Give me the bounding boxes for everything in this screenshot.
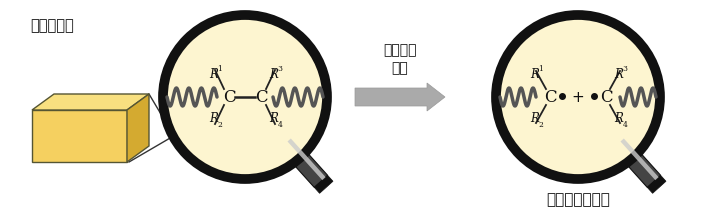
Text: +: + xyxy=(572,91,584,106)
Text: R: R xyxy=(270,112,278,126)
Text: 3: 3 xyxy=(278,65,283,73)
Polygon shape xyxy=(288,138,326,180)
Circle shape xyxy=(163,15,327,179)
Text: メカノラジカル: メカノラジカル xyxy=(546,192,610,207)
Text: R: R xyxy=(209,112,219,126)
Text: R: R xyxy=(615,112,623,126)
Polygon shape xyxy=(315,175,333,193)
Text: 力学的な
刺激: 力学的な 刺激 xyxy=(383,43,417,75)
Circle shape xyxy=(496,15,660,179)
Text: 4: 4 xyxy=(623,121,628,129)
Polygon shape xyxy=(648,175,666,193)
Text: 4: 4 xyxy=(278,121,283,129)
Text: R: R xyxy=(530,112,540,126)
Polygon shape xyxy=(621,138,659,180)
Text: 2: 2 xyxy=(539,121,543,129)
Text: R: R xyxy=(615,69,623,81)
Text: R: R xyxy=(270,69,278,81)
Polygon shape xyxy=(32,110,127,162)
Polygon shape xyxy=(127,94,149,162)
Text: R: R xyxy=(209,69,219,81)
FancyArrow shape xyxy=(355,83,445,111)
Text: 3: 3 xyxy=(623,65,628,73)
Text: 1: 1 xyxy=(539,65,543,73)
Polygon shape xyxy=(613,137,660,187)
Text: C: C xyxy=(544,89,557,106)
Text: 1: 1 xyxy=(217,65,222,73)
Text: C: C xyxy=(255,89,267,106)
Text: 2: 2 xyxy=(217,121,222,129)
Text: C: C xyxy=(600,89,612,106)
Polygon shape xyxy=(280,137,327,187)
Text: C: C xyxy=(223,89,235,106)
Text: R: R xyxy=(530,69,540,81)
Polygon shape xyxy=(32,94,149,110)
Text: 高分子材料: 高分子材料 xyxy=(30,18,74,33)
